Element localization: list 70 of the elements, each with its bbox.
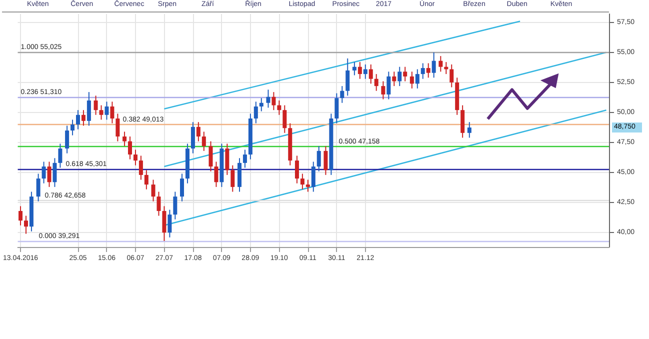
candlestick: [144, 170, 148, 190]
candlestick: [86, 92, 91, 126]
candlestick: [368, 64, 373, 84]
candlestick: [358, 62, 362, 80]
candlestick: [438, 56, 443, 72]
candlestick: [282, 104, 287, 134]
candlestick: [24, 215, 28, 234]
candlestick: [81, 110, 86, 126]
candlestick: [300, 173, 304, 190]
candlestick: [346, 58, 350, 96]
candlestick: [254, 101, 258, 124]
candlestick: [122, 131, 127, 147]
candlestick: [266, 89, 270, 108]
candlestick: [58, 143, 62, 168]
candlestick: [352, 62, 356, 76]
candlestick: [306, 179, 310, 192]
candlestick: [230, 164, 235, 192]
candlestick: [156, 191, 161, 216]
candlestick: [316, 146, 321, 172]
candlestick: [420, 62, 425, 80]
candlestick: [242, 149, 247, 168]
candlestick: [168, 209, 172, 238]
candlestick: [225, 143, 230, 176]
candlestick: [214, 161, 218, 188]
candlestick: [65, 125, 70, 154]
candlestick: [272, 92, 276, 111]
candlestick: [42, 161, 46, 184]
candlestick: [162, 206, 166, 242]
candlestick: [36, 173, 40, 202]
candlestick: [460, 104, 465, 138]
candlestick: [392, 71, 396, 87]
candlestick: [398, 66, 402, 87]
candlestick: [190, 122, 195, 154]
candlestick: [94, 95, 98, 116]
candlestick: [410, 71, 414, 89]
candlestick: [294, 155, 299, 184]
candlestick: [432, 52, 436, 78]
candlestick: [110, 101, 114, 124]
candlestick: [467, 122, 472, 138]
candlestick: [386, 71, 391, 100]
candlestick: [47, 161, 52, 188]
candlestick: [363, 64, 368, 80]
candlestick: [277, 100, 282, 116]
candlestick: [104, 101, 109, 120]
candlestick: [151, 179, 156, 202]
candlestick: [415, 68, 420, 89]
candlestick: [426, 62, 430, 78]
candlestick: [138, 155, 143, 180]
candlestick: [334, 92, 339, 124]
candlestick: [324, 146, 328, 176]
candlestick: [180, 173, 184, 202]
candlestick: [70, 119, 75, 136]
candlestick: [128, 136, 132, 160]
candlestick: [381, 80, 386, 100]
candlestick: [18, 206, 23, 226]
candlestick: [76, 110, 80, 130]
candlestick: [116, 113, 120, 142]
candlestick: [340, 86, 344, 104]
candlestick: [450, 64, 454, 88]
candlestick: [173, 191, 178, 220]
candlestick: [259, 98, 264, 112]
candlestick: [133, 149, 138, 166]
candlestick: [311, 161, 316, 192]
candlestick: [374, 74, 378, 92]
candlestick: [99, 104, 104, 120]
candlestick: [52, 158, 57, 188]
candlestick: [403, 66, 408, 82]
candlestick: [208, 140, 213, 172]
candlestick: [196, 122, 200, 142]
candlestick: [202, 131, 206, 152]
